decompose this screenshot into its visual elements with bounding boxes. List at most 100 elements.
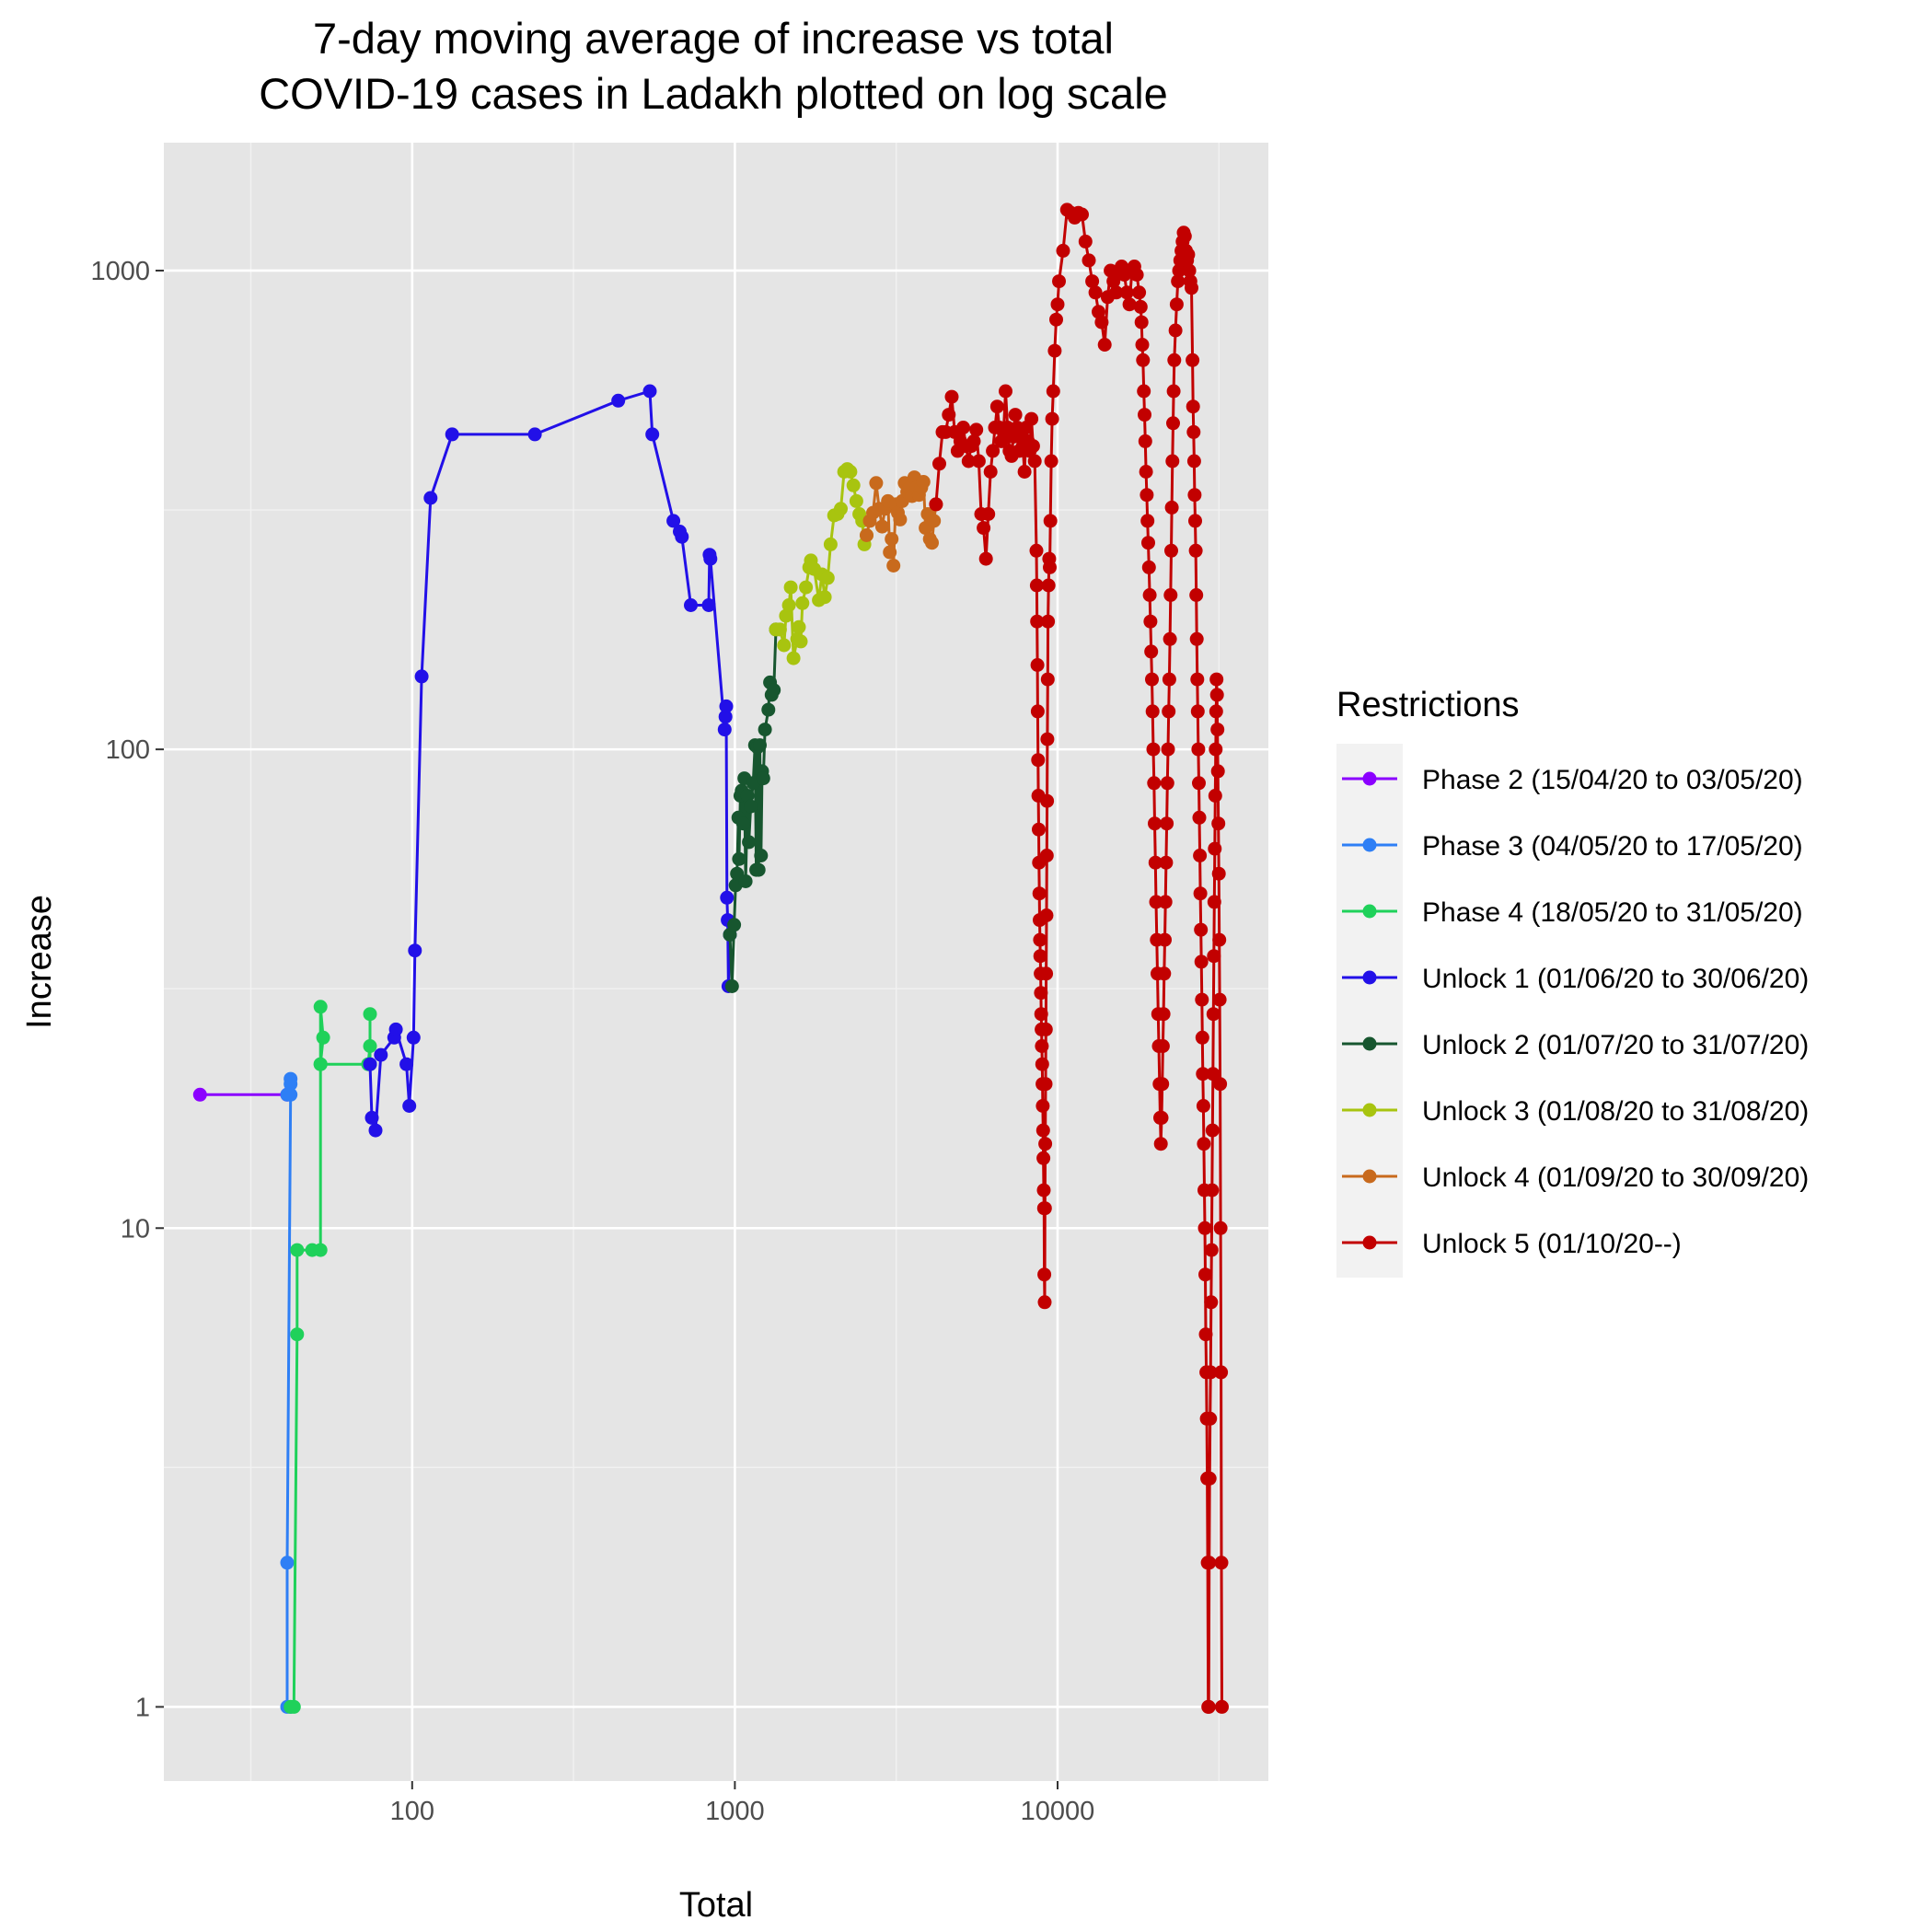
data-point <box>927 514 942 528</box>
data-point <box>1031 753 1046 768</box>
data-point <box>1214 1365 1229 1380</box>
data-point <box>1136 353 1151 367</box>
data-point <box>283 1071 298 1086</box>
data-point <box>1035 1099 1050 1113</box>
data-point <box>408 943 422 958</box>
data-point <box>399 1057 414 1071</box>
data-point <box>1032 886 1047 901</box>
data-point <box>767 683 781 698</box>
data-point <box>1088 285 1103 300</box>
data-point <box>1198 1267 1212 1282</box>
data-point <box>849 493 863 508</box>
legend-item: Phase 2 (15/04/20 to 03/05/20) <box>1342 765 1803 795</box>
legend-key-point <box>1362 1169 1377 1184</box>
data-point <box>1041 614 1056 629</box>
data-point <box>1211 816 1226 831</box>
data-point <box>1045 411 1059 426</box>
data-point <box>1050 297 1065 312</box>
x-tick-label: 1000 <box>705 1797 765 1826</box>
data-point <box>1035 1039 1049 1053</box>
data-point <box>1029 543 1044 558</box>
data-point <box>527 427 542 442</box>
x-axis-title: Total <box>679 1886 753 1925</box>
data-point <box>969 422 984 437</box>
chart-title-line-1: 7-day moving average of increase vs tota… <box>313 14 1114 63</box>
data-point <box>374 1047 388 1062</box>
data-point <box>290 1327 305 1342</box>
data-point <box>1160 816 1174 831</box>
data-point <box>1137 384 1151 399</box>
data-point <box>1177 229 1192 244</box>
data-point <box>1034 1007 1048 1022</box>
data-point <box>1029 578 1044 593</box>
x-axis: 100 1000 10000 <box>390 1781 1094 1826</box>
data-point <box>792 619 806 634</box>
data-point <box>1206 1007 1221 1022</box>
legend-label: Unlock 1 (01/06/20 to 30/06/20) <box>1422 964 1809 994</box>
legend-key-point <box>1362 1036 1377 1051</box>
data-point <box>1040 672 1055 687</box>
data-point <box>983 465 998 479</box>
data-point <box>1209 742 1223 757</box>
data-point <box>703 551 718 566</box>
data-point <box>642 384 657 399</box>
data-point <box>313 1243 328 1257</box>
data-point <box>1033 949 1047 964</box>
data-point <box>1186 454 1201 469</box>
data-point <box>1155 1039 1170 1053</box>
data-point <box>1202 1556 1217 1570</box>
data-point <box>701 598 716 612</box>
data-point <box>1212 992 1227 1007</box>
data-point <box>192 1087 207 1102</box>
data-point <box>1025 439 1040 454</box>
data-point <box>1154 1110 1169 1125</box>
y-tick-label: 1000 <box>90 257 150 286</box>
data-point <box>942 408 956 422</box>
data-point <box>1075 207 1089 222</box>
data-point <box>313 1000 328 1014</box>
data-point <box>1141 536 1155 550</box>
data-point <box>1039 966 1054 981</box>
data-point <box>1047 343 1062 358</box>
data-point <box>1040 732 1055 746</box>
data-point <box>1119 285 1134 300</box>
data-point <box>1195 992 1209 1007</box>
data-point <box>406 1030 421 1045</box>
data-point <box>754 849 769 862</box>
data-point <box>843 465 858 479</box>
data-point <box>956 421 970 434</box>
y-tick-label: 1 <box>135 1693 150 1722</box>
data-point <box>1153 1137 1168 1151</box>
legend-item: Phase 4 (18/05/20 to 31/05/20) <box>1342 897 1803 928</box>
data-point <box>740 789 755 803</box>
data-point <box>1163 588 1178 602</box>
data-point <box>1209 672 1224 687</box>
data-point <box>1202 1471 1217 1486</box>
data-point <box>1186 399 1200 414</box>
data-point <box>1187 488 1202 503</box>
data-point <box>1044 454 1059 469</box>
data-point <box>1148 855 1163 870</box>
data-point <box>1162 672 1176 687</box>
data-point <box>1209 704 1223 719</box>
data-point <box>718 710 733 724</box>
data-point <box>1212 932 1227 947</box>
data-point <box>1041 578 1056 593</box>
data-point <box>1211 866 1226 881</box>
data-point <box>1158 895 1173 909</box>
data-point <box>1036 1183 1051 1197</box>
y-axis: 1 10 100 1000 <box>90 257 164 1722</box>
legend-label: Unlock 5 (01/10/20--) <box>1422 1229 1682 1259</box>
data-point <box>885 532 899 547</box>
data-point <box>761 702 776 717</box>
legend-label: Phase 4 (18/05/20 to 31/05/20) <box>1422 897 1803 928</box>
data-point <box>869 476 884 491</box>
data-point <box>1017 465 1032 479</box>
data-point <box>886 559 901 573</box>
data-point <box>1078 234 1093 249</box>
data-point <box>414 669 429 684</box>
legend-item: Unlock 1 (01/06/20 to 30/06/20) <box>1342 964 1809 994</box>
data-point <box>732 851 746 866</box>
data-point <box>1198 1327 1213 1342</box>
data-point <box>1168 323 1183 338</box>
